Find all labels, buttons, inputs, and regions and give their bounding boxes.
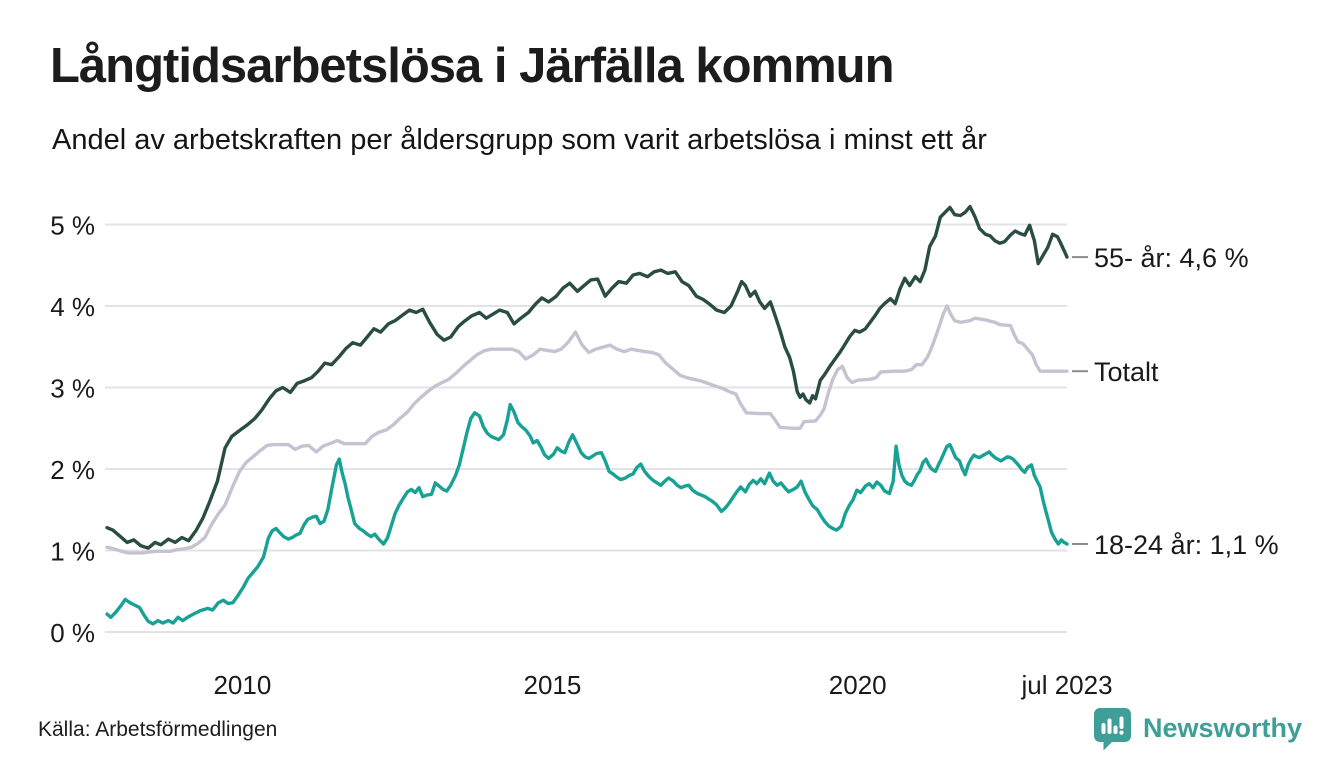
newsworthy-wordmark: Newsworthy <box>1142 713 1302 743</box>
source-note: Källa: Arbetsförmedlingen <box>38 718 278 741</box>
y-tick-label: 3 % <box>50 374 95 404</box>
series-end-label-total: Totalt <box>1094 357 1159 387</box>
y-tick-label: 2 % <box>50 455 95 485</box>
x-tick-label: 2020 <box>829 670 887 700</box>
newsworthy-pin-icon <box>1092 706 1133 751</box>
x-tick-label: 2015 <box>524 670 582 700</box>
newsworthy-logo: Newsworthy <box>1092 706 1302 751</box>
x-tick-label: 2010 <box>213 670 271 700</box>
y-tick-label: 1 % <box>50 537 95 567</box>
y-tick-label: 5 % <box>50 211 95 241</box>
y-tick-label: 0 % <box>50 618 95 648</box>
chart-subtitle: Andel av arbetskraften per åldersgrupp s… <box>52 124 987 156</box>
line-chart: 0 % 1 % 2 % 3 % 4 % 5 % 2010 2015 2020 jul 2023 55… <box>0 188 1340 710</box>
series-end-label-55: 55- år: 4,6 % <box>1094 243 1249 273</box>
series-line-total <box>105 304 1069 555</box>
series-line-1824 <box>105 402 1069 626</box>
chart-title: Långtidsarbetslösa i Järfälla kommun <box>50 39 895 93</box>
y-tick-label: 4 % <box>50 292 95 322</box>
x-tick-label: jul 2023 <box>1020 670 1112 700</box>
series-end-label-1824: 18-24 år: 1,1 % <box>1094 530 1279 560</box>
plot-svg: 0 % 1 % 2 % 3 % 4 % 5 % 2010 2015 2020 jul 2023 55… <box>50 204 1279 700</box>
series-line-55 <box>105 204 1069 550</box>
